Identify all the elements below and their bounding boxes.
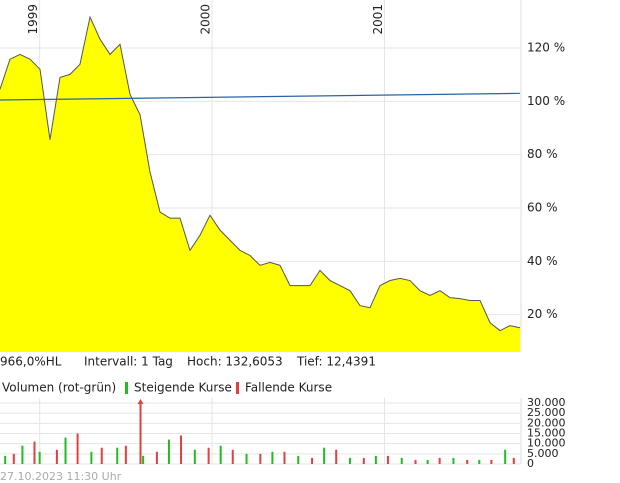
bar bbox=[38, 451, 41, 464]
bar bbox=[155, 451, 158, 464]
footer: 27.10.2023 11:30 Uhr bbox=[0, 470, 122, 483]
info-text: 966,0%HL bbox=[0, 355, 62, 369]
bar bbox=[219, 445, 222, 464]
y-tick-label: 20.000 bbox=[527, 416, 566, 429]
legend-label: Fallende Kurse bbox=[245, 381, 332, 395]
bar bbox=[259, 453, 262, 464]
bar bbox=[245, 453, 248, 464]
y-tick-label: 20 % bbox=[527, 307, 558, 321]
y-tick-label: 100 % bbox=[527, 94, 565, 108]
y-tick-label: 40 % bbox=[527, 254, 558, 268]
y-tick-label: 80 % bbox=[527, 147, 558, 161]
bar bbox=[142, 455, 145, 464]
bar bbox=[90, 451, 93, 464]
bar bbox=[231, 449, 234, 464]
x-tick-label: 2000 bbox=[199, 4, 213, 35]
y-tick-label: 120 % bbox=[527, 41, 565, 55]
bar bbox=[167, 439, 170, 464]
bar bbox=[271, 451, 274, 464]
bar bbox=[55, 449, 58, 464]
y-tick-label: 10.000 bbox=[527, 437, 566, 450]
bar bbox=[180, 435, 183, 464]
bar bbox=[12, 453, 15, 464]
bar bbox=[124, 445, 127, 464]
bar bbox=[193, 449, 196, 464]
price-line bbox=[0, 15, 521, 332]
bar bbox=[374, 455, 377, 464]
legend-swatch bbox=[125, 382, 128, 394]
bar bbox=[207, 447, 210, 464]
bar bbox=[504, 449, 507, 464]
bar bbox=[452, 457, 455, 464]
y-tick-label: 15.000 bbox=[527, 427, 566, 440]
chart-title: Volumen (rot-grün) bbox=[2, 381, 116, 395]
line bbox=[0, 92, 521, 101]
overflow-arrow bbox=[137, 399, 144, 404]
bar bbox=[414, 459, 417, 464]
bar bbox=[349, 457, 351, 464]
bar bbox=[100, 447, 103, 464]
legend-swatch bbox=[236, 382, 239, 394]
bar bbox=[512, 457, 515, 464]
bar bbox=[400, 457, 403, 464]
bar bbox=[283, 451, 286, 464]
bar bbox=[116, 447, 119, 464]
bar bbox=[362, 457, 365, 464]
info-text: Intervall: 1 Tag bbox=[84, 355, 173, 369]
bar bbox=[323, 447, 326, 464]
bar bbox=[33, 441, 36, 464]
area bbox=[0, 17, 520, 352]
info-text: Tief: 12,4391 bbox=[296, 355, 376, 369]
legend-label: Steigende Kurse bbox=[134, 381, 232, 395]
y-tick-label: 0 bbox=[527, 457, 534, 470]
bar bbox=[139, 403, 142, 464]
y-tick-label: 30.000 bbox=[527, 396, 566, 409]
bar bbox=[426, 459, 429, 464]
info-text: Hoch: 132,6053 bbox=[187, 355, 283, 369]
bar bbox=[64, 437, 67, 464]
bar bbox=[335, 449, 338, 464]
bar bbox=[297, 455, 300, 464]
bar bbox=[478, 459, 481, 464]
y-tick-label: 5.000 bbox=[527, 447, 559, 460]
y-tick-label: 60 % bbox=[527, 201, 558, 215]
y-tick-label: 25.000 bbox=[527, 406, 566, 419]
bar bbox=[438, 457, 441, 464]
x-tick-label: 2001 bbox=[371, 4, 385, 35]
bar bbox=[490, 459, 493, 464]
bar bbox=[21, 445, 24, 464]
bar bbox=[311, 457, 314, 464]
bar bbox=[386, 455, 389, 464]
bar bbox=[76, 433, 79, 464]
x-tick-label: 1999 bbox=[26, 4, 40, 35]
bar bbox=[466, 459, 469, 464]
bar bbox=[4, 455, 7, 464]
